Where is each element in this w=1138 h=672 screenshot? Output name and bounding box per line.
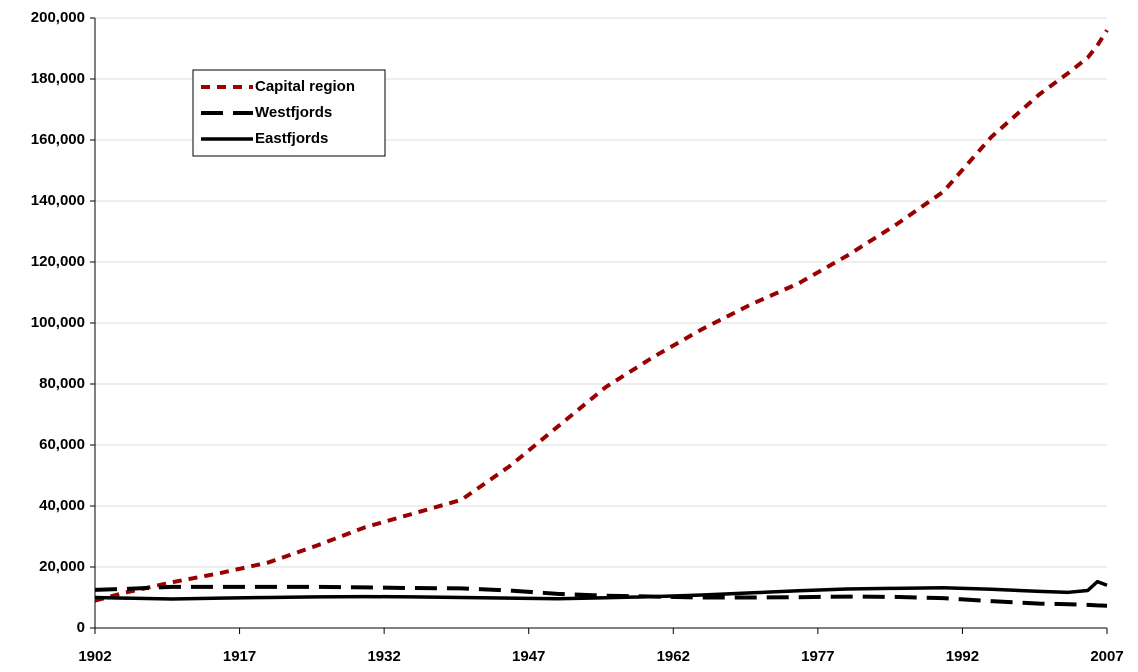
- x-tick-label: 1992: [946, 648, 979, 665]
- y-tick-label: 180,000: [31, 70, 85, 87]
- x-tick-label: 1902: [78, 648, 111, 665]
- y-tick-label: 40,000: [39, 497, 85, 514]
- y-tick-label: 120,000: [31, 253, 85, 270]
- x-tick-label: 1947: [512, 648, 545, 665]
- x-tick-label: 1917: [223, 648, 256, 665]
- x-tick-label: 1962: [657, 648, 690, 665]
- y-tick-label: 140,000: [31, 192, 85, 209]
- x-tick-label: 1977: [801, 648, 834, 665]
- y-tick-label: 20,000: [39, 558, 85, 575]
- y-tick-label: 160,000: [31, 131, 85, 148]
- y-tick-label: 200,000: [31, 9, 85, 26]
- legend: Capital region Westfjords Eastfjords: [192, 69, 386, 157]
- legend-label: Eastfjords: [255, 130, 328, 147]
- legend-label: Westfjords: [255, 104, 332, 121]
- y-tick-label: 0: [77, 619, 85, 636]
- x-tick-label: 2007: [1090, 648, 1123, 665]
- series-line: [94, 579, 1108, 601]
- x-tick-label: 1932: [367, 648, 400, 665]
- legend-label: Capital region: [255, 78, 355, 95]
- y-tick-label: 100,000: [31, 314, 85, 331]
- series-line: [94, 29, 1109, 603]
- y-tick-label: 80,000: [39, 375, 85, 392]
- y-tick-label: 60,000: [39, 436, 85, 453]
- legend-box: [192, 69, 386, 157]
